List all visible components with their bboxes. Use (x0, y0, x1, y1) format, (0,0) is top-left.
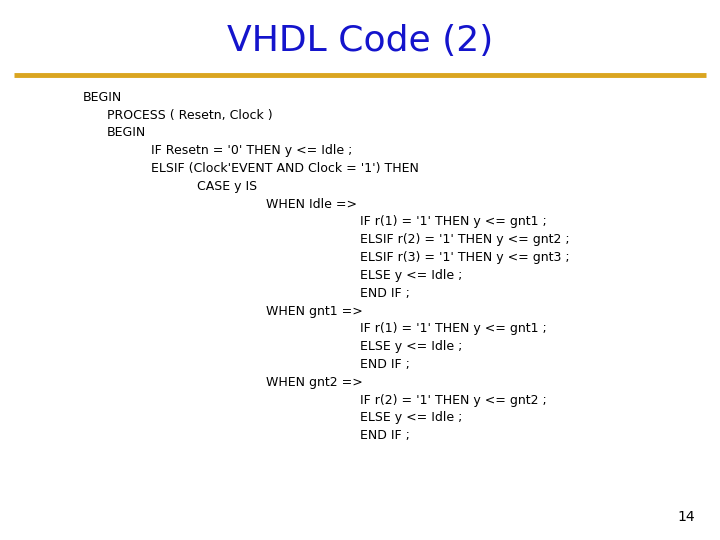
Text: VHDL Code (2): VHDL Code (2) (227, 24, 493, 57)
Text: 14: 14 (678, 510, 695, 524)
Text: WHEN Idle =>: WHEN Idle => (266, 198, 357, 211)
Text: END IF ;: END IF ; (360, 429, 410, 442)
Text: BEGIN: BEGIN (107, 126, 146, 139)
Text: END IF ;: END IF ; (360, 358, 410, 371)
Text: ELSE y <= Idle ;: ELSE y <= Idle ; (360, 340, 462, 353)
Text: WHEN gnt1 =>: WHEN gnt1 => (266, 305, 363, 318)
Text: CASE y IS: CASE y IS (197, 180, 257, 193)
Text: ELSIF r(3) = '1' THEN y <= gnt3 ;: ELSIF r(3) = '1' THEN y <= gnt3 ; (360, 251, 570, 264)
Text: ELSE y <= Idle ;: ELSE y <= Idle ; (360, 269, 462, 282)
Text: WHEN gnt2 =>: WHEN gnt2 => (266, 376, 363, 389)
Text: IF Resetn = '0' THEN y <= Idle ;: IF Resetn = '0' THEN y <= Idle ; (151, 144, 353, 157)
Text: BEGIN: BEGIN (83, 91, 122, 104)
Text: ELSE y <= Idle ;: ELSE y <= Idle ; (360, 411, 462, 424)
Text: IF r(2) = '1' THEN y <= gnt2 ;: IF r(2) = '1' THEN y <= gnt2 ; (360, 394, 546, 407)
Text: IF r(1) = '1' THEN y <= gnt1 ;: IF r(1) = '1' THEN y <= gnt1 ; (360, 322, 546, 335)
Text: IF r(1) = '1' THEN y <= gnt1 ;: IF r(1) = '1' THEN y <= gnt1 ; (360, 215, 546, 228)
Text: PROCESS ( Resetn, Clock ): PROCESS ( Resetn, Clock ) (107, 109, 272, 122)
Text: ELSIF r(2) = '1' THEN y <= gnt2 ;: ELSIF r(2) = '1' THEN y <= gnt2 ; (360, 233, 570, 246)
Text: END IF ;: END IF ; (360, 287, 410, 300)
Text: ELSIF (Clock'EVENT AND Clock = '1') THEN: ELSIF (Clock'EVENT AND Clock = '1') THEN (151, 162, 419, 175)
